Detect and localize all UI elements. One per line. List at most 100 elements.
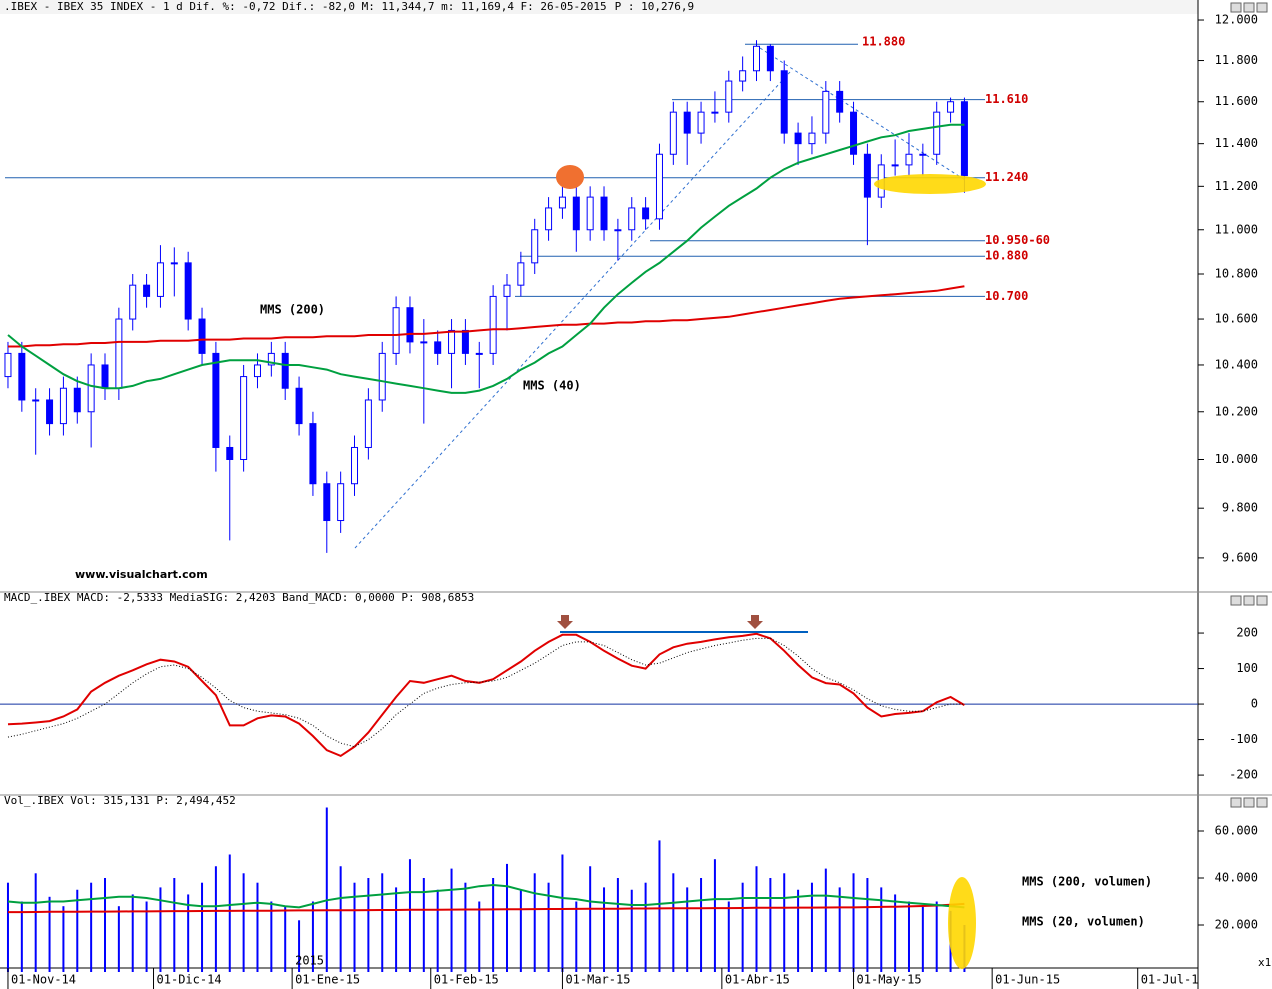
candle-body xyxy=(642,207,650,220)
volume-bar xyxy=(907,901,910,972)
candle-body xyxy=(392,307,400,354)
volume-bar xyxy=(201,882,204,972)
candle-body xyxy=(18,352,26,401)
volume-bar xyxy=(519,889,522,972)
volume-bar xyxy=(325,807,328,972)
volume-bar xyxy=(311,901,314,972)
candle-body xyxy=(309,423,317,485)
highlight-circle xyxy=(556,165,584,189)
volume-bar xyxy=(880,887,883,972)
panel-title: Vol_.IBEX Vol: 315,131 P: 2,494,452 xyxy=(4,794,236,807)
candle-body xyxy=(586,196,594,231)
volume-bar xyxy=(408,859,411,972)
volume-bar xyxy=(852,873,855,972)
button[interactable] xyxy=(1230,2,1242,13)
header-bar xyxy=(0,0,1198,14)
series-line xyxy=(7,883,965,909)
y-tick-label: -200 xyxy=(1229,768,1258,782)
y-tick-label: 11.200 xyxy=(1215,179,1258,193)
button[interactable] xyxy=(1230,797,1242,808)
volume-bar xyxy=(921,906,924,972)
level-label: 11.610 xyxy=(985,92,1028,106)
volume-bar xyxy=(824,868,827,972)
year-label: 2015 xyxy=(295,954,324,968)
candle-body xyxy=(337,483,345,522)
volume-bar xyxy=(589,866,592,972)
candle-body xyxy=(101,364,109,389)
candle-body xyxy=(531,229,539,264)
level-label: 10.880 xyxy=(985,249,1028,263)
series-label: MMS (40) xyxy=(523,379,581,393)
button[interactable] xyxy=(1230,595,1242,606)
candle-body xyxy=(448,329,456,354)
candle-body xyxy=(295,387,303,425)
volume-bar xyxy=(173,878,176,972)
panel-title: .IBEX - IBEX 35 INDEX - 1 d Dif. %: -0,7… xyxy=(4,0,607,13)
watermark: www.visualchart.com xyxy=(75,568,208,581)
candle-body xyxy=(170,262,178,265)
volume-bar xyxy=(935,901,938,972)
x-tick-label: 01-Abr-15 xyxy=(725,973,790,987)
candle-body xyxy=(572,196,580,231)
highlight-ellipse xyxy=(948,877,976,969)
volume-bar xyxy=(145,901,148,972)
y-tick-label: 20.000 xyxy=(1215,918,1258,932)
volume-bar xyxy=(575,901,578,972)
volume-bar xyxy=(644,882,647,972)
volume-bar xyxy=(62,906,65,972)
candle-body xyxy=(143,284,151,297)
candle-body xyxy=(545,207,553,231)
series-line xyxy=(7,123,965,394)
volume-bar xyxy=(658,840,661,972)
candle-body xyxy=(323,483,331,522)
y-tick-label: 60.000 xyxy=(1215,824,1258,838)
volume-bar xyxy=(894,894,897,972)
button[interactable] xyxy=(1243,797,1255,808)
candle-body xyxy=(739,70,747,82)
x-tick-label: 01-Jun-15 xyxy=(995,973,1060,987)
volume-bar xyxy=(713,859,716,972)
candle-body xyxy=(87,364,95,413)
zoom-label: x10 xyxy=(1258,956,1272,969)
level-label: 10.700 xyxy=(985,289,1028,303)
volume-bar xyxy=(395,887,398,972)
volume-bar xyxy=(603,887,606,972)
candle-body xyxy=(683,111,691,134)
volume-bar xyxy=(339,866,342,972)
series-line xyxy=(8,902,965,914)
candle-body xyxy=(947,101,955,113)
candle-body xyxy=(780,70,788,134)
y-tick-label: 9.800 xyxy=(1222,501,1258,515)
button[interactable] xyxy=(1256,797,1268,808)
y-tick-label: 10.600 xyxy=(1215,312,1258,326)
candle-body xyxy=(725,80,733,113)
window-buttons xyxy=(1230,2,1268,808)
y-tick-label: 200 xyxy=(1236,626,1258,640)
candle-body xyxy=(253,364,261,378)
candle-body xyxy=(378,352,386,401)
button[interactable] xyxy=(1243,2,1255,13)
candle-body xyxy=(4,352,12,378)
volume-bar xyxy=(838,887,841,972)
volume-bar xyxy=(76,889,79,972)
y-tick-label: 10.200 xyxy=(1215,404,1258,418)
candle-body xyxy=(240,376,248,460)
button[interactable] xyxy=(1256,595,1268,606)
volume-bar xyxy=(353,882,356,972)
volume-bar xyxy=(298,920,301,972)
candle-body xyxy=(281,352,289,389)
volume-bar xyxy=(561,854,564,972)
candle-body xyxy=(794,132,802,145)
button[interactable] xyxy=(1256,2,1268,13)
x-tick-label: 01-Nov-14 xyxy=(11,973,76,987)
button[interactable] xyxy=(1243,595,1255,606)
x-tick-label: 01-Jul-1 xyxy=(1141,973,1199,987)
series-line xyxy=(8,285,965,348)
candle-body xyxy=(655,153,663,220)
candle-body xyxy=(475,352,483,355)
volume-bar xyxy=(783,873,786,972)
volume-bar xyxy=(6,882,9,972)
volume-bar xyxy=(686,887,689,972)
